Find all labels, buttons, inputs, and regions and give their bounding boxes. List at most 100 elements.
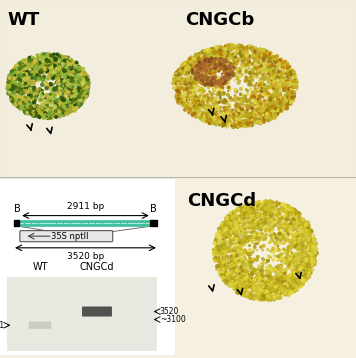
Point xyxy=(63,74,69,79)
Point xyxy=(245,117,251,122)
Point xyxy=(184,68,190,74)
Point xyxy=(244,112,250,118)
Point xyxy=(224,219,230,224)
Bar xyxy=(14,220,157,226)
Point xyxy=(65,91,71,96)
Point xyxy=(263,63,269,69)
Point xyxy=(271,62,277,68)
Point xyxy=(73,63,79,68)
Point xyxy=(254,289,260,295)
Point xyxy=(45,53,51,59)
Point xyxy=(287,248,293,253)
Point xyxy=(226,119,231,125)
Point xyxy=(285,281,291,287)
Point xyxy=(290,258,296,263)
Point xyxy=(82,70,87,76)
Point xyxy=(289,95,295,100)
Point xyxy=(200,90,206,95)
Point xyxy=(308,255,314,260)
Point xyxy=(273,87,278,93)
Point xyxy=(29,57,35,63)
Point xyxy=(66,89,72,95)
Point xyxy=(277,278,283,284)
Point xyxy=(294,258,300,263)
Point xyxy=(29,101,35,107)
Point xyxy=(252,233,258,238)
Point xyxy=(305,231,311,237)
Point xyxy=(235,104,240,110)
Point xyxy=(281,208,287,214)
Point xyxy=(246,289,251,294)
Point xyxy=(37,76,43,81)
Point xyxy=(281,233,287,238)
Point xyxy=(16,96,22,102)
Point xyxy=(196,77,201,83)
Point xyxy=(57,112,63,118)
Point xyxy=(175,84,181,90)
Point xyxy=(181,81,187,86)
Point xyxy=(215,49,221,55)
Point xyxy=(295,270,301,276)
Point xyxy=(31,107,37,113)
Point xyxy=(285,63,291,69)
Point xyxy=(303,271,309,277)
Point xyxy=(203,52,209,57)
Point xyxy=(244,121,250,126)
Point xyxy=(55,64,61,70)
Point xyxy=(308,238,314,244)
Point xyxy=(265,62,271,68)
Point xyxy=(243,63,248,68)
Point xyxy=(223,265,229,271)
Point xyxy=(238,264,244,270)
Point xyxy=(29,99,35,105)
Point xyxy=(303,268,308,274)
Point xyxy=(256,263,262,269)
Point xyxy=(69,87,75,93)
Point xyxy=(276,280,282,286)
Point xyxy=(261,47,267,53)
Point xyxy=(185,94,191,100)
Point xyxy=(12,68,18,73)
Point xyxy=(72,99,77,105)
Point xyxy=(189,112,195,118)
Point xyxy=(301,230,307,236)
Point xyxy=(283,66,289,72)
Point xyxy=(194,104,200,110)
Point xyxy=(61,97,67,103)
Point xyxy=(196,98,202,103)
Point xyxy=(232,281,238,287)
Point xyxy=(213,61,219,67)
Point xyxy=(252,118,257,124)
Point xyxy=(201,70,206,76)
Point xyxy=(226,236,232,241)
Point xyxy=(299,256,305,262)
Point xyxy=(271,79,277,85)
Point xyxy=(286,280,291,285)
Point xyxy=(274,292,279,297)
Point xyxy=(235,105,241,111)
Point xyxy=(195,64,201,69)
Point xyxy=(240,285,246,290)
Point xyxy=(299,232,304,238)
Point xyxy=(222,73,227,79)
Point xyxy=(85,84,90,90)
Point xyxy=(289,98,295,104)
Point xyxy=(277,207,283,213)
Point xyxy=(71,66,77,71)
Point xyxy=(32,111,38,117)
Point xyxy=(232,240,238,246)
Point xyxy=(287,283,293,289)
Point xyxy=(264,202,270,208)
Point xyxy=(274,65,279,71)
Point xyxy=(245,284,251,290)
Point xyxy=(269,295,274,301)
Point xyxy=(194,82,200,87)
Point xyxy=(74,67,80,73)
Point xyxy=(10,94,16,100)
Point xyxy=(302,257,307,262)
Point xyxy=(232,217,237,222)
Point xyxy=(24,69,30,75)
Point xyxy=(259,293,265,299)
Point xyxy=(16,102,21,108)
Point xyxy=(56,65,61,71)
